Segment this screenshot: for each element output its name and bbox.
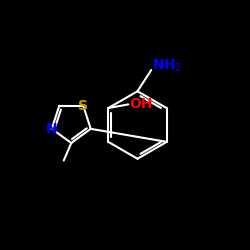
Text: S: S bbox=[78, 99, 88, 113]
Text: OH: OH bbox=[130, 97, 153, 112]
Text: N: N bbox=[46, 122, 58, 136]
Text: NH$_2$: NH$_2$ bbox=[152, 58, 183, 74]
